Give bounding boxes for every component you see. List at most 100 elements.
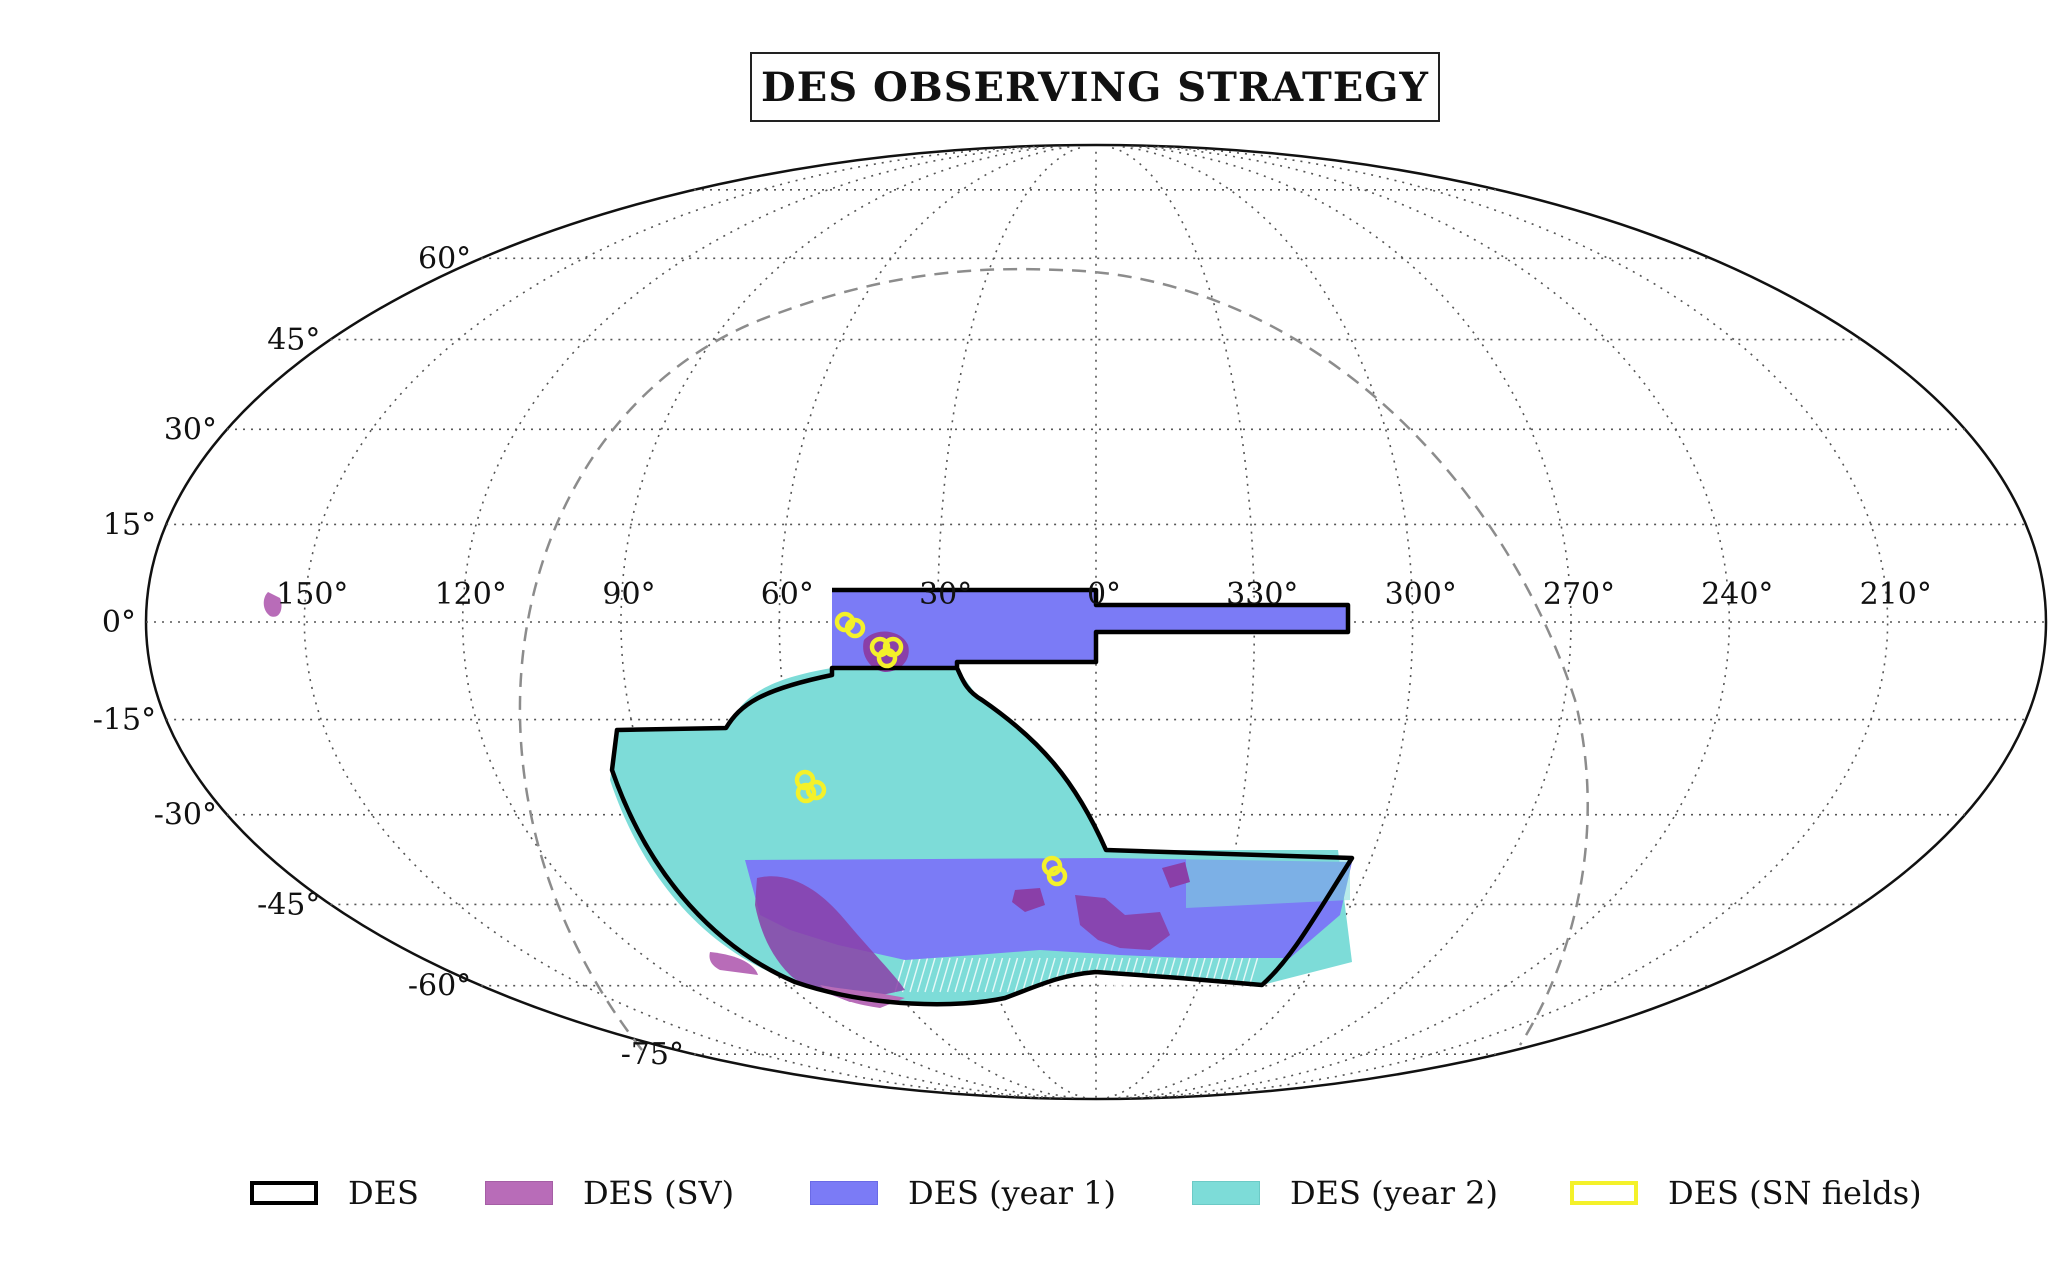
year2-edge-tooth	[1216, 957, 1229, 993]
sv-blob-east-1	[1012, 888, 1045, 912]
year2-edge-tooth	[976, 957, 989, 993]
sv-blob-east-3	[1162, 862, 1190, 888]
legend-label-sv: DES (SV)	[583, 1174, 735, 1212]
sn-fields	[794, 611, 1068, 887]
meridian-line	[1140, 145, 1731, 1099]
dec-label: -15°	[93, 703, 156, 738]
year2-edge-tooth	[909, 957, 921, 993]
des-footprint-outline	[609, 587, 1355, 1007]
galactic-plane	[518, 267, 1589, 1051]
year2-edge-tooth	[924, 957, 936, 993]
des-year1-stripe	[832, 590, 1348, 668]
dec-label: 15°	[103, 507, 156, 542]
legend-swatch-sv	[485, 1181, 553, 1205]
legend-item-year2: DES (year 2)	[1192, 1168, 1498, 1218]
year2-edge-tooth	[1186, 957, 1199, 993]
legend-swatch-year1	[810, 1181, 878, 1205]
year2-edge-tooth	[984, 957, 996, 993]
dec-label: -60°	[408, 969, 471, 1004]
year2-edge-tooth	[1246, 957, 1259, 993]
legend-swatch-year2	[1192, 1181, 1260, 1205]
sn-field-ring	[876, 647, 898, 669]
ra-label: 330°	[1226, 577, 1298, 612]
ra-label: 150°	[276, 577, 348, 612]
sn-field-ring	[795, 782, 817, 804]
dec-label: 30°	[164, 412, 217, 447]
legend-item-year1: DES (year 1)	[810, 1168, 1116, 1218]
ra-label: 120°	[435, 577, 507, 612]
map-title: DES OBSERVING STRATEGY	[750, 52, 1440, 122]
legend-item-des: DES	[250, 1168, 419, 1218]
year2-edge-tooth	[939, 957, 951, 993]
legend-label-year2: DES (year 2)	[1290, 1174, 1498, 1212]
year2-edge-tooth	[1014, 957, 1026, 993]
year2-edge-tooth	[1179, 957, 1191, 993]
ra-label: 60°	[761, 577, 814, 612]
meridian-line	[1106, 145, 1256, 1099]
ra-labels: 150° 120° 90° 60° 30° 0° 330° 300° 270° 240° 210°	[276, 577, 1932, 612]
meridian-line	[1118, 145, 1414, 1099]
dec-label: -75°	[621, 1037, 684, 1072]
year2-edge-tooth	[1021, 957, 1034, 993]
legend-label-des: DES	[348, 1174, 419, 1212]
legend-swatch-sn	[1570, 1181, 1638, 1205]
legend: DES DES (SV) DES (year 1) DES (year 2) D…	[250, 1168, 1950, 1218]
year2-edge-tooth	[946, 957, 959, 993]
legend-swatch-des	[250, 1181, 318, 1205]
meridian-line	[303, 145, 1040, 1099]
ra-label: 90°	[602, 577, 655, 612]
sn-field-ring	[805, 779, 827, 801]
year2-edge-tooth	[1231, 957, 1244, 993]
year2-edge-tooth	[1194, 957, 1206, 993]
year2-edge-tooth	[1096, 957, 1109, 993]
ra-label: 210°	[1860, 577, 1932, 612]
year2-edge-tooth	[991, 957, 1004, 993]
sv-blob-east-2	[1075, 895, 1170, 950]
legend-label-sn: DES (SN fields)	[1668, 1174, 1922, 1212]
meridian-line	[620, 145, 1063, 1099]
year2-edge-tooth	[931, 957, 944, 993]
year2-edge-tooth	[1201, 957, 1214, 993]
ra-label: 300°	[1385, 577, 1457, 612]
sn-field-ring	[794, 769, 816, 791]
year2-edge-tooth	[916, 957, 929, 993]
year2-edge-tooth	[1006, 957, 1019, 993]
ra-label: 240°	[1701, 577, 1773, 612]
year2-edge-tooth	[1164, 957, 1176, 993]
year2-edge-tooth	[969, 957, 981, 993]
sn-field-ring	[1041, 855, 1063, 877]
des-year1-south-west	[1186, 858, 1350, 908]
year2-edge-tooth	[1171, 957, 1184, 993]
ra-label: 30°	[919, 577, 972, 612]
year2-edge-tooth	[961, 957, 974, 993]
year2-edge-tooth	[901, 957, 914, 993]
dec-label: -30°	[154, 798, 217, 833]
dec-label: 45°	[267, 323, 320, 358]
year2-edge-tooth	[954, 957, 966, 993]
legend-label-year1: DES (year 1)	[908, 1174, 1116, 1212]
legend-item-sn: DES (SN fields)	[1570, 1168, 1922, 1218]
dec-label: -45°	[257, 887, 320, 922]
year2-edge-tooth	[999, 957, 1011, 993]
year2-edge-tooth	[1239, 957, 1251, 993]
ra-label: 0°	[1087, 577, 1121, 612]
sv-blob-south-large	[755, 876, 905, 1002]
legend-item-sv: DES (SV)	[485, 1168, 734, 1218]
meridian-line	[1152, 145, 1889, 1099]
sv-blob-south-edge	[709, 952, 758, 975]
ra-label: 270°	[1543, 577, 1615, 612]
dec-label: 60°	[418, 241, 471, 276]
year2-edge-tooth	[1209, 957, 1221, 993]
meridian-line	[461, 145, 1052, 1099]
year2-edge-tooth	[1044, 957, 1056, 993]
dec-label: 0°	[102, 605, 136, 640]
year2-edge-tooth	[1089, 957, 1101, 993]
dec-labels: 60° 45° 30° 15° 0° -15° -30° -45° -60° -75°	[93, 241, 684, 1072]
year2-edge-tooth	[1224, 957, 1236, 993]
year2-edge-tooth	[1051, 957, 1064, 993]
meridian-line	[1129, 145, 1572, 1099]
sn-field-ring	[1046, 865, 1068, 887]
sv-blob-west	[263, 592, 282, 617]
